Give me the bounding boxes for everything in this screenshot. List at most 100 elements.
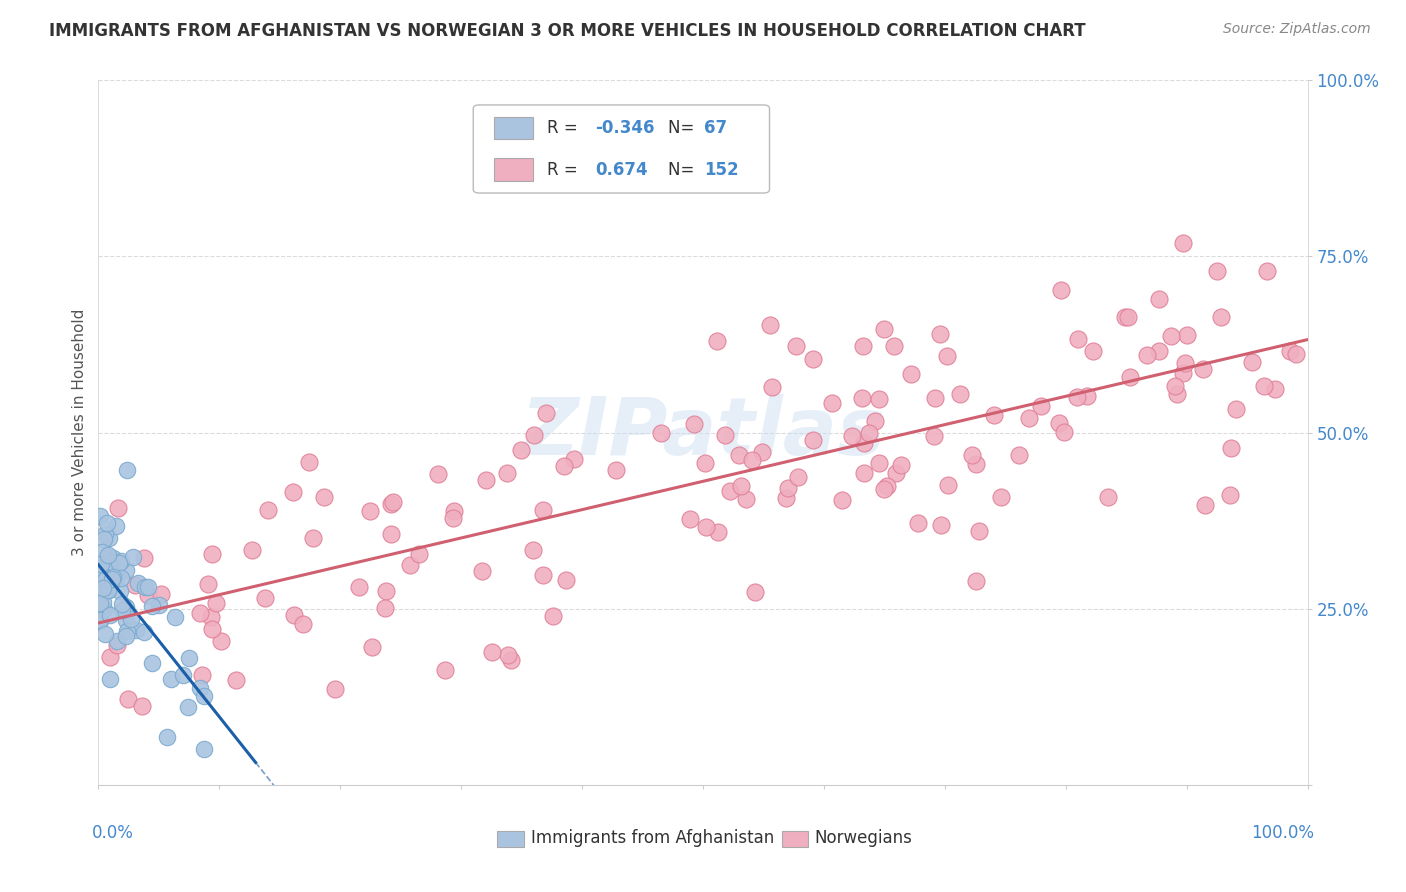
Point (1256, 264, 1278, 278)
Point (155, 730, 177, 744)
Point (89, 613, 111, 627)
Point (1136, 349, 1159, 363)
Point (136, 587, 159, 601)
Point (107, 501, 129, 516)
Point (93, 568, 115, 582)
Y-axis label: 3 or more Vehicles in Household: 3 or more Vehicles in Household (72, 309, 87, 557)
Text: 100.0%: 100.0% (1250, 823, 1313, 842)
Text: IMMIGRANTS FROM AFGHANISTAN VS NORWEGIAN 3 OR MORE VEHICLES IN HOUSEHOLD CORRELA: IMMIGRANTS FROM AFGHANISTAN VS NORWEGIAN… (49, 22, 1085, 40)
Point (761, 380, 783, 394)
Point (776, 482, 799, 496)
Point (89, 564, 111, 578)
Point (683, 417, 706, 431)
Point (1116, 310, 1139, 324)
Point (408, 548, 430, 562)
Point (374, 584, 396, 599)
Point (374, 601, 396, 615)
Point (190, 668, 212, 682)
Point (193, 689, 215, 703)
Point (714, 428, 737, 442)
Text: R =: R = (547, 120, 583, 137)
Point (127, 575, 149, 590)
Point (858, 425, 880, 440)
Text: N=: N= (668, 161, 700, 178)
Point (990, 490, 1012, 504)
Point (240, 542, 263, 557)
Point (105, 638, 128, 652)
Point (471, 564, 494, 578)
Point (1008, 448, 1031, 462)
Point (960, 448, 983, 462)
Point (1279, 344, 1302, 359)
Point (100, 572, 122, 586)
Point (679, 512, 702, 526)
Point (110, 554, 132, 568)
Point (650, 426, 672, 441)
Point (380, 497, 402, 511)
Point (1173, 366, 1195, 380)
Text: N=: N= (668, 120, 700, 137)
Point (115, 599, 138, 614)
Point (93, 573, 115, 587)
Point (90, 545, 112, 559)
Point (531, 568, 554, 582)
Point (967, 524, 990, 538)
Point (876, 479, 898, 493)
Point (193, 741, 215, 756)
Point (1174, 356, 1197, 370)
Point (531, 502, 554, 516)
Bar (782, 831, 808, 847)
Point (727, 448, 749, 462)
Point (89, 596, 111, 610)
Point (108, 557, 131, 571)
Point (509, 443, 531, 458)
Point (177, 700, 200, 714)
Point (1264, 382, 1286, 396)
Point (868, 456, 890, 470)
Point (101, 574, 124, 589)
Point (1240, 354, 1263, 368)
Point (922, 429, 945, 443)
Point (97, 549, 120, 563)
Point (115, 463, 138, 477)
Point (97, 583, 120, 598)
Point (225, 673, 247, 688)
Point (115, 563, 138, 577)
Point (91, 570, 114, 584)
Bar (498, 831, 524, 847)
Point (883, 339, 905, 353)
Point (115, 624, 138, 639)
Point (1219, 488, 1241, 502)
Point (93, 584, 115, 599)
Text: 152: 152 (704, 161, 738, 178)
Point (605, 463, 627, 477)
Point (283, 608, 305, 623)
Point (89, 508, 111, 523)
Text: Norwegians: Norwegians (814, 829, 912, 847)
Point (97, 555, 120, 569)
Point (1209, 310, 1232, 325)
Point (200, 609, 222, 624)
Point (735, 491, 758, 506)
Point (853, 466, 876, 480)
Point (179, 650, 201, 665)
Text: 0.674: 0.674 (595, 161, 648, 178)
Point (498, 648, 520, 662)
Point (541, 609, 564, 624)
Point (1031, 399, 1053, 413)
Point (553, 458, 575, 473)
Point (104, 519, 127, 533)
Point (281, 485, 304, 500)
Point (111, 602, 134, 616)
Point (120, 612, 142, 626)
Point (522, 543, 544, 558)
Point (115, 629, 138, 643)
Point (205, 596, 228, 610)
Point (399, 558, 422, 573)
Text: 0.0%: 0.0% (93, 823, 134, 842)
Point (1166, 386, 1188, 401)
Point (1253, 379, 1275, 393)
Point (361, 640, 384, 655)
Point (1225, 402, 1247, 417)
Point (132, 550, 155, 565)
